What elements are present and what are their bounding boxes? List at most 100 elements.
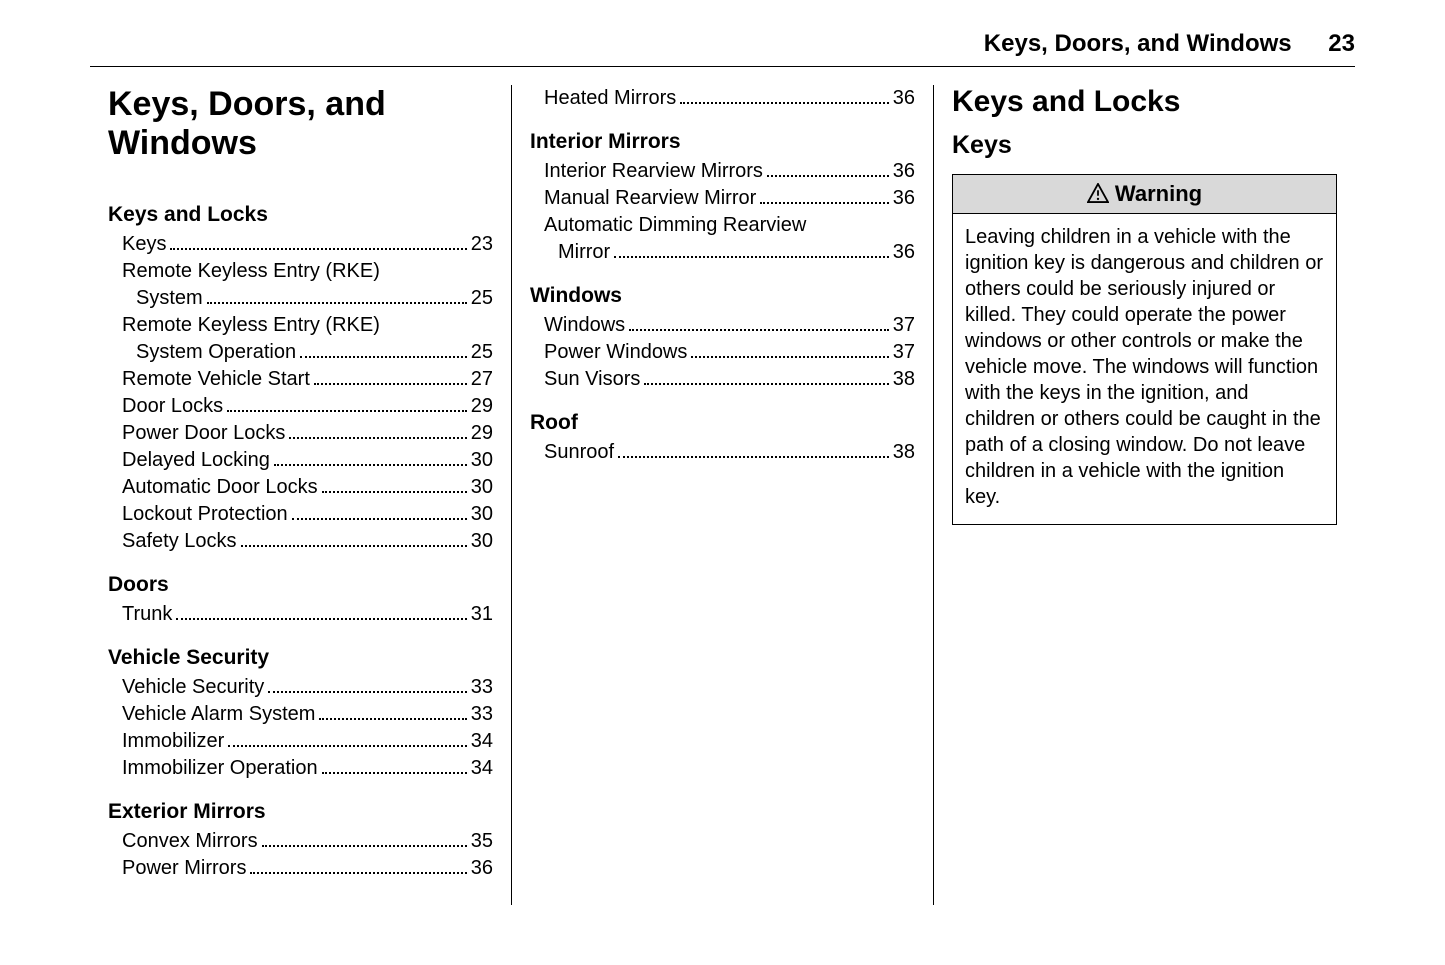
toc-leader-dots xyxy=(322,477,467,493)
toc-label: Manual Rearview Mirror xyxy=(544,185,756,212)
toc-label: Power Windows xyxy=(544,339,687,366)
toc-entry: Safety Locks 30 xyxy=(122,528,493,555)
toc-label: Safety Locks xyxy=(122,528,237,555)
section-heading-1: Keys and Locks xyxy=(952,85,1337,119)
toc-leader-dots xyxy=(274,450,467,466)
toc-page: 35 xyxy=(471,828,493,855)
toc-section-head: Vehicle Security xyxy=(108,646,493,670)
toc-page: 30 xyxy=(471,447,493,474)
toc-entry: Remote Keyless Entry (RKE) xyxy=(122,312,493,339)
toc-entry: Automatic Dimming Rearview xyxy=(544,212,915,239)
header-title: Keys, Doors, and Windows xyxy=(984,30,1292,57)
toc-label: Windows xyxy=(544,312,625,339)
toc-leader-dots xyxy=(322,758,467,774)
warning-box: Warning Leaving children in a vehicle wi… xyxy=(952,174,1337,525)
toc-page: 36 xyxy=(893,239,915,266)
toc-page: 27 xyxy=(471,366,493,393)
column-2: Heated Mirrors 36 Interior Mirrors Interior… xyxy=(512,85,934,905)
toc-page: 29 xyxy=(471,393,493,420)
toc-section-head: Interior Mirrors xyxy=(530,130,915,154)
toc-page: 36 xyxy=(471,855,493,882)
toc-entry: Automatic Door Locks 30 xyxy=(122,474,493,501)
content-columns: Keys, Doors, and Windows Keys and LocksK… xyxy=(90,85,1355,905)
toc-page: 38 xyxy=(893,366,915,393)
toc-entry-continuation: Mirror36 xyxy=(558,239,915,266)
toc-leader-dots xyxy=(614,242,889,258)
toc-entry: Interior Rearview Mirrors 36 xyxy=(544,158,915,185)
toc-page: 25 xyxy=(471,339,493,366)
toc-entry: Trunk31 xyxy=(122,601,493,628)
header-page-number: 23 xyxy=(1328,30,1355,57)
toc-column-1: Keys and LocksKeys23Remote Keyless Entry… xyxy=(108,203,493,882)
toc-page: 33 xyxy=(471,701,493,728)
toc-entry: Manual Rearview Mirror 36 xyxy=(544,185,915,212)
toc-leader-dots xyxy=(644,369,888,385)
toc-label: Immobilizer Operation xyxy=(122,755,318,782)
toc-label: System Operation xyxy=(136,339,296,366)
toc-page: 36 xyxy=(893,158,915,185)
toc-entry: Remote Keyless Entry (RKE) xyxy=(122,258,493,285)
toc-label: Door Locks xyxy=(122,393,223,420)
toc-leader-dots xyxy=(170,234,466,250)
toc-leader-dots xyxy=(767,161,889,177)
warning-body: Leaving children in a vehicle with the i… xyxy=(953,214,1336,524)
toc-label: Convex Mirrors xyxy=(122,828,258,855)
toc-entry: Door Locks 29 xyxy=(122,393,493,420)
warning-icon xyxy=(1087,183,1109,203)
toc-leader-dots xyxy=(680,88,888,104)
toc-leader-dots xyxy=(319,704,466,720)
toc-page: 36 xyxy=(893,85,915,112)
toc-label: Lockout Protection xyxy=(122,501,288,528)
toc-label: Automatic Dimming Rearview xyxy=(544,212,806,239)
toc-label: Vehicle Security xyxy=(122,674,264,701)
page-header: Keys, Doors, and Windows 23 xyxy=(90,30,1355,67)
toc-section-head: Exterior Mirrors xyxy=(108,800,493,824)
toc-leader-dots xyxy=(176,604,466,620)
toc-label: Remote Keyless Entry (RKE) xyxy=(122,258,380,285)
toc-section-head: Doors xyxy=(108,573,493,597)
column-3: Keys and Locks Keys Warning Leaving chil… xyxy=(934,85,1355,905)
toc-label: Sunroof xyxy=(544,439,614,466)
column-1: Keys, Doors, and Windows Keys and LocksK… xyxy=(90,85,512,905)
toc-entry: Power Door Locks29 xyxy=(122,420,493,447)
toc-entry: Remote Vehicle Start 27 xyxy=(122,366,493,393)
toc-leader-dots xyxy=(228,731,467,747)
toc-entry: Heated Mirrors 36 xyxy=(544,85,915,112)
toc-label: System xyxy=(136,285,203,312)
toc-label: Immobilizer xyxy=(122,728,224,755)
toc-entry-continuation: System Operation 25 xyxy=(136,339,493,366)
toc-page: 25 xyxy=(471,285,493,312)
toc-leader-dots xyxy=(241,531,467,547)
toc-label: Automatic Door Locks xyxy=(122,474,318,501)
toc-entry: Convex Mirrors 35 xyxy=(122,828,493,855)
toc-section-head: Roof xyxy=(530,411,915,435)
toc-page: 37 xyxy=(893,312,915,339)
toc-entry: Power Windows 37 xyxy=(544,339,915,366)
toc-label: Delayed Locking xyxy=(122,447,270,474)
toc-label: Interior Rearview Mirrors xyxy=(544,158,763,185)
toc-page: 30 xyxy=(471,474,493,501)
toc-leader-dots xyxy=(250,858,466,874)
toc-entry: Vehicle Security 33 xyxy=(122,674,493,701)
toc-column-2: Heated Mirrors 36 Interior Mirrors Interior… xyxy=(530,85,915,466)
warning-header: Warning xyxy=(953,175,1336,214)
toc-section-head: Windows xyxy=(530,284,915,308)
toc-page: 33 xyxy=(471,674,493,701)
toc-page: 30 xyxy=(471,501,493,528)
toc-page: 30 xyxy=(471,528,493,555)
toc-page: 23 xyxy=(471,231,493,258)
toc-entry-continuation: System 25 xyxy=(136,285,493,312)
toc-section-head: Keys and Locks xyxy=(108,203,493,227)
toc-entry: Windows 37 xyxy=(544,312,915,339)
toc-page: 36 xyxy=(893,185,915,212)
toc-page: 34 xyxy=(471,728,493,755)
toc-entry: Lockout Protection 30 xyxy=(122,501,493,528)
toc-label: Heated Mirrors xyxy=(544,85,676,112)
toc-page: 37 xyxy=(893,339,915,366)
warning-label: Warning xyxy=(1115,181,1202,206)
toc-leader-dots xyxy=(618,442,889,458)
toc-label: Remote Vehicle Start xyxy=(122,366,310,393)
toc-entry: Sun Visors38 xyxy=(544,366,915,393)
toc-label: Trunk xyxy=(122,601,172,628)
toc-leader-dots xyxy=(292,504,467,520)
